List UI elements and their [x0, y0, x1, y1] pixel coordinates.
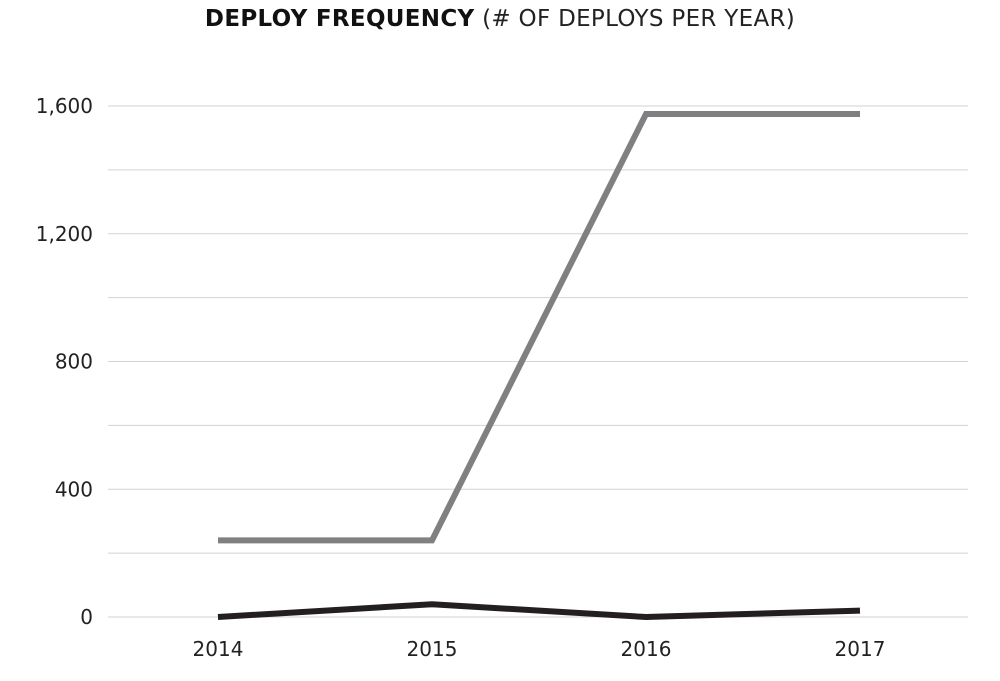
chart-title-main: DEPLOY FREQUENCY	[204, 6, 475, 32]
chart-title-subtitle: (# OF DEPLOYS PER YEAR)	[482, 6, 796, 32]
y-tick-label: 800	[55, 350, 93, 374]
series-line-0	[218, 110, 860, 544]
y-axis-tick-labels: 0 400 800 1,200 1,600	[36, 94, 93, 629]
y-tick-label: 1,600	[36, 94, 93, 118]
y-tick-label: 0	[80, 605, 93, 629]
x-tick-label: 2017	[835, 637, 886, 661]
x-tick-label: 2014	[193, 637, 244, 661]
grid-lines	[108, 105, 968, 618]
x-tick-label: 2015	[407, 637, 458, 661]
series-line-1	[217, 601, 861, 621]
x-tick-label: 2016	[621, 637, 672, 661]
y-tick-label: 400	[55, 477, 93, 501]
series-lines	[217, 110, 861, 621]
x-axis-tick-labels: 2014 2015 2016 2017	[193, 637, 886, 661]
y-tick-label: 1,200	[36, 222, 93, 246]
chart-title: DEPLOY FREQUENCY (# OF DEPLOYS PER YEAR)	[0, 6, 1000, 32]
